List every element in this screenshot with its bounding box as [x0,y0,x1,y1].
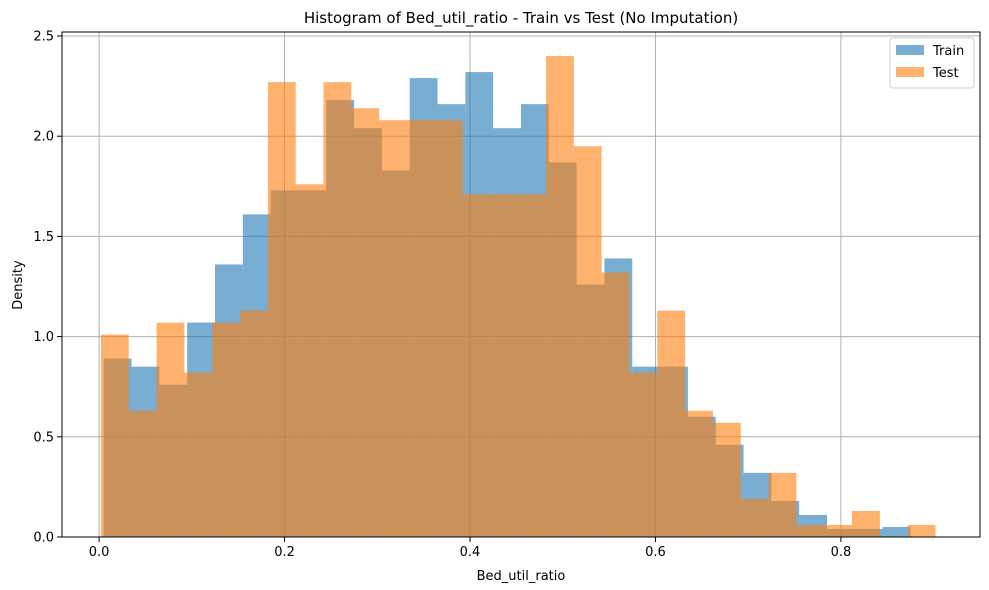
bar-test [156,322,185,537]
bar-test [712,422,741,537]
bar-test [573,146,602,537]
y-tick-label: 0.5 [33,430,54,445]
x-axis-ticks: 0.0 0.2 0.4 0.6 0.8 [89,537,852,560]
bar-test [323,82,352,537]
bar-test [212,322,241,537]
bar-test [240,310,268,537]
legend: Train Test [889,37,975,89]
bar-test [768,472,797,537]
bar-test [907,524,936,537]
bar-test [100,334,129,537]
bar-test [518,194,547,538]
x-axis-title: Bed_util_ratio [477,569,566,584]
x-tick-label: 0.8 [831,545,852,560]
legend-swatch-test [896,67,924,77]
y-axis-title: Density [11,260,26,310]
bar-test [685,410,713,537]
x-tick-label: 0.4 [460,545,481,560]
bar-test [601,272,630,537]
bar-test [546,56,574,538]
x-tick-label: 0.2 [274,545,295,560]
chart-title: Histogram of Bed_util_ratio - Train vs T… [304,9,738,28]
bar-train [882,526,911,537]
histogram-bars [100,56,936,538]
bar-test [629,372,658,537]
bar-test [295,184,324,538]
y-tick-label: 1.0 [33,330,54,345]
x-tick-label: 0.0 [89,545,110,560]
legend-label-test: Test [932,66,959,81]
legend-swatch-train [896,45,924,55]
legend-label-train: Train [932,44,964,59]
bar-test [434,120,463,537]
bar-test [379,120,407,537]
y-tick-label: 1.5 [33,230,54,245]
x-tick-label: 0.6 [645,545,666,560]
plot-frame [61,31,981,538]
series-test [100,56,936,538]
bar-test [657,310,686,537]
bar-test [267,82,296,537]
bar-test [128,410,157,537]
bar-test [824,524,853,537]
bar-test [490,194,519,538]
y-tick-label: 2.0 [33,130,54,145]
bar-test [740,498,769,537]
y-axis-ticks: 0.0 0.5 1.0 1.5 2.0 2.5 [33,30,62,546]
y-tick-label: 0.0 [33,531,54,546]
y-tick-label: 2.5 [33,30,54,45]
bar-test [852,510,880,537]
bar-test [406,120,435,537]
bar-test [184,372,213,537]
bar-test [462,194,491,538]
bar-test [351,108,380,538]
bar-test [796,524,825,537]
